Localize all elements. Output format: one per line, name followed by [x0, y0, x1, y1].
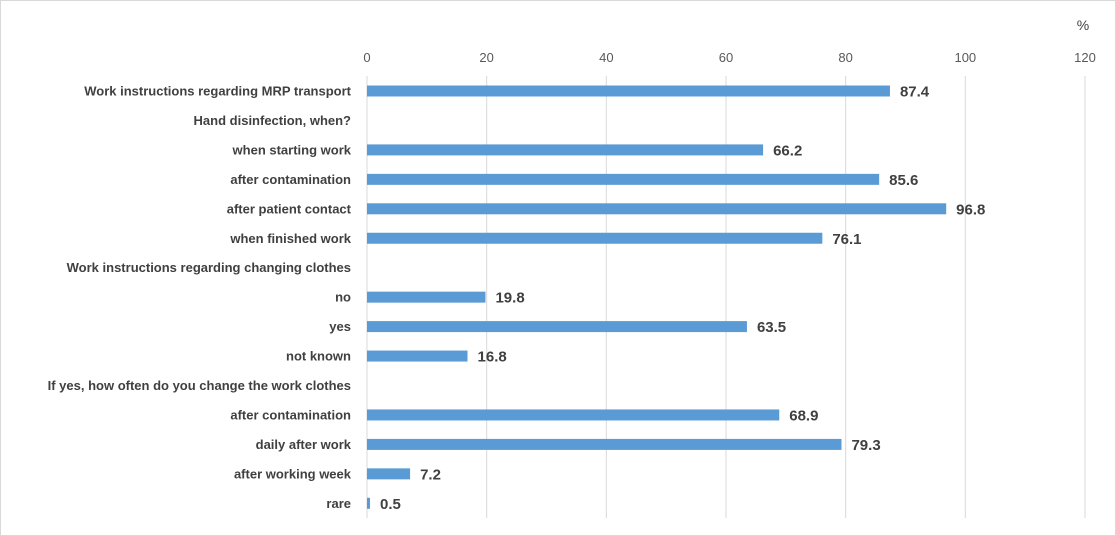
category-label: after working week — [234, 466, 352, 481]
x-tick-label: 20 — [479, 50, 493, 65]
data-label: 87.4 — [900, 84, 930, 101]
x-tick-label: 60 — [719, 50, 733, 65]
category-label: after contamination — [230, 407, 351, 422]
data-label: 79.3 — [851, 437, 880, 454]
bar — [367, 497, 370, 509]
category-label: Work instructions regarding changing clo… — [67, 260, 351, 275]
data-label: 16.8 — [478, 349, 507, 366]
category-label: Hand disinfection, when? — [194, 113, 352, 128]
category-label: when finished work — [229, 231, 351, 246]
bar — [367, 350, 468, 362]
x-tick-label: 0 — [363, 50, 370, 65]
x-tick-label: 100 — [954, 50, 976, 65]
axis-unit-label: % — [1077, 17, 1089, 33]
category-label: daily after work — [256, 437, 352, 452]
category-label: not known — [286, 349, 351, 364]
category-labels: Work instructions regarding MRP transpor… — [48, 84, 352, 511]
x-tick-label: 120 — [1074, 50, 1096, 65]
bar — [367, 173, 880, 185]
category-label: Work instructions regarding MRP transpor… — [84, 84, 351, 99]
bar — [367, 203, 947, 215]
category-label: If yes, how often do you change the work… — [48, 378, 351, 393]
x-tick-label: 80 — [838, 50, 852, 65]
bar — [367, 438, 842, 450]
data-label: 66.2 — [773, 142, 802, 159]
category-label: no — [335, 290, 351, 305]
x-axis-ticks: 0 20 40 60 80 100 120 — [363, 50, 1095, 65]
data-label: 96.8 — [956, 201, 985, 218]
category-label: after contamination — [230, 172, 351, 187]
data-label: 63.5 — [757, 319, 786, 336]
category-label: after patient contact — [227, 201, 352, 216]
data-label: 7.2 — [420, 466, 441, 483]
bar — [367, 291, 486, 303]
bar — [367, 144, 764, 156]
bar — [367, 321, 747, 333]
data-label: 0.5 — [380, 496, 401, 513]
data-label: 85.6 — [889, 172, 918, 189]
category-label: when starting work — [232, 142, 352, 157]
data-labels: 87.4 66.2 85.6 96.8 76.1 19.8 63.5 16.8 68.9 79.3… — [380, 84, 985, 513]
x-tick-label: 40 — [599, 50, 613, 65]
bar — [367, 232, 823, 244]
bar — [367, 85, 890, 97]
bar — [367, 409, 780, 421]
category-label: yes — [329, 319, 351, 334]
data-label: 76.1 — [832, 231, 861, 248]
bars — [367, 85, 947, 509]
category-label: rare — [326, 496, 351, 511]
bar — [367, 468, 411, 480]
data-label: 68.9 — [789, 407, 818, 424]
data-label: 19.8 — [495, 290, 524, 307]
